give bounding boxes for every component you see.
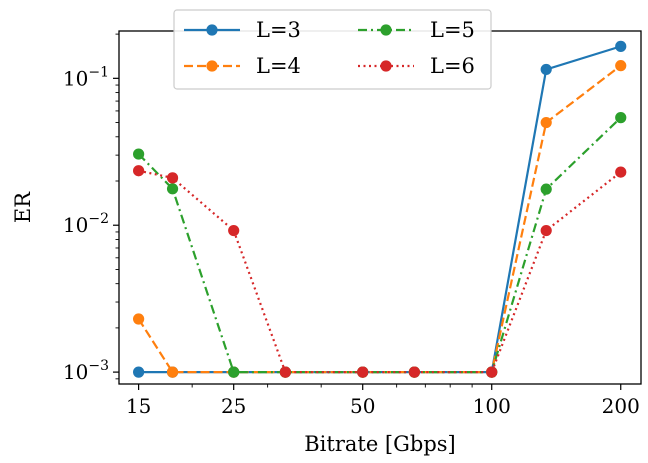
legend: L=3 L=4 L=5 L=6 — [173, 9, 492, 90]
legend-label: L=4 — [256, 54, 301, 78]
legend-box — [173, 9, 492, 90]
data-point — [540, 224, 552, 237]
series-line — [137, 64, 622, 374]
data-point — [615, 166, 627, 178]
data-point — [615, 112, 627, 124]
x-tick-label: 200 — [602, 394, 640, 418]
series-l-3 — [133, 40, 627, 378]
data-point — [133, 366, 145, 378]
data-point — [279, 366, 291, 378]
data-point — [166, 172, 179, 184]
series-l-6 — [133, 165, 627, 378]
legend-marker — [380, 24, 392, 36]
data-point — [166, 183, 179, 195]
legend-marker — [206, 60, 218, 72]
data-point — [486, 366, 498, 378]
data-point — [133, 313, 145, 325]
x-tick-label: 50 — [350, 394, 375, 418]
legend-label: L=6 — [430, 54, 475, 78]
data-point — [540, 63, 552, 76]
data-point — [228, 224, 240, 237]
x-axis-label: Bitrate [Gbps] — [304, 432, 456, 456]
y-axis-label: ER — [11, 191, 35, 223]
data-point — [615, 40, 627, 52]
legend-label: L=5 — [430, 18, 475, 42]
axes-ticks: 15 25 50 100 200 10−3 10−2 10−1 — [63, 33, 640, 418]
data-point — [133, 165, 145, 177]
series-line — [138, 169, 622, 374]
data-point — [166, 366, 179, 378]
data-point — [408, 366, 420, 378]
legend-marker — [206, 24, 218, 36]
data-point — [540, 116, 552, 129]
data-point — [133, 148, 145, 160]
data-point — [228, 366, 240, 378]
data-point — [615, 60, 627, 72]
legend-label: L=3 — [256, 18, 301, 42]
series-l-5 — [133, 112, 627, 378]
x-tick-label: 25 — [221, 394, 246, 418]
series-l-4 — [133, 60, 627, 378]
legend-marker — [380, 60, 392, 72]
data-point — [540, 183, 552, 195]
x-tick-label: 15 — [126, 394, 151, 418]
series-line — [138, 45, 622, 374]
y-tick-label: 10−3 — [63, 358, 109, 384]
x-tick-label: 100 — [473, 394, 511, 418]
y-tick-label: 10−1 — [63, 64, 109, 90]
y-tick-label: 10−2 — [63, 211, 109, 237]
data-point — [357, 366, 369, 378]
series-line — [137, 116, 622, 374]
plot-series — [133, 40, 627, 378]
